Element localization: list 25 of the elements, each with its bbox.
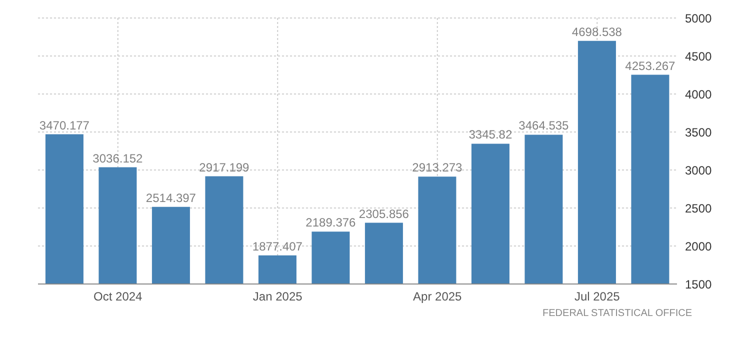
data-label: 2913.273: [412, 160, 463, 175]
y-tick-label: 1500: [685, 277, 712, 292]
x-tick-label: Apr 2025: [413, 290, 462, 304]
data-label: 3345.82: [468, 128, 512, 142]
data-label: 3470.177: [39, 118, 90, 132]
data-label: 2917.199: [199, 160, 250, 174]
data-label: 3464.535: [518, 118, 570, 133]
y-tick-label: 2000: [685, 239, 712, 254]
y-tick-label: 2500: [685, 201, 712, 216]
data-label: 2514.397: [146, 190, 196, 205]
y-tick-label: 4500: [685, 49, 712, 64]
y-tick-label: 4000: [685, 87, 712, 102]
data-label: 2305.856: [358, 206, 410, 221]
x-tick-label: Oct 2024: [94, 290, 143, 304]
data-label: 2189.376: [306, 216, 356, 230]
data-label: 3036.152: [92, 151, 144, 166]
x-tick-label: Jul 2025: [574, 290, 620, 304]
y-tick-label: 3500: [685, 125, 712, 140]
data-label: 1877.407: [252, 239, 303, 254]
text: FEDERAL STATISTICAL OFFICE: [542, 308, 692, 319]
y-tick-label: 3000: [685, 163, 712, 178]
y-tick-label: 5000: [685, 11, 712, 26]
data-label: 4253.267: [625, 58, 676, 73]
x-tick-label: Jan 2025: [252, 290, 303, 304]
data-label: 4698.538: [572, 24, 622, 39]
